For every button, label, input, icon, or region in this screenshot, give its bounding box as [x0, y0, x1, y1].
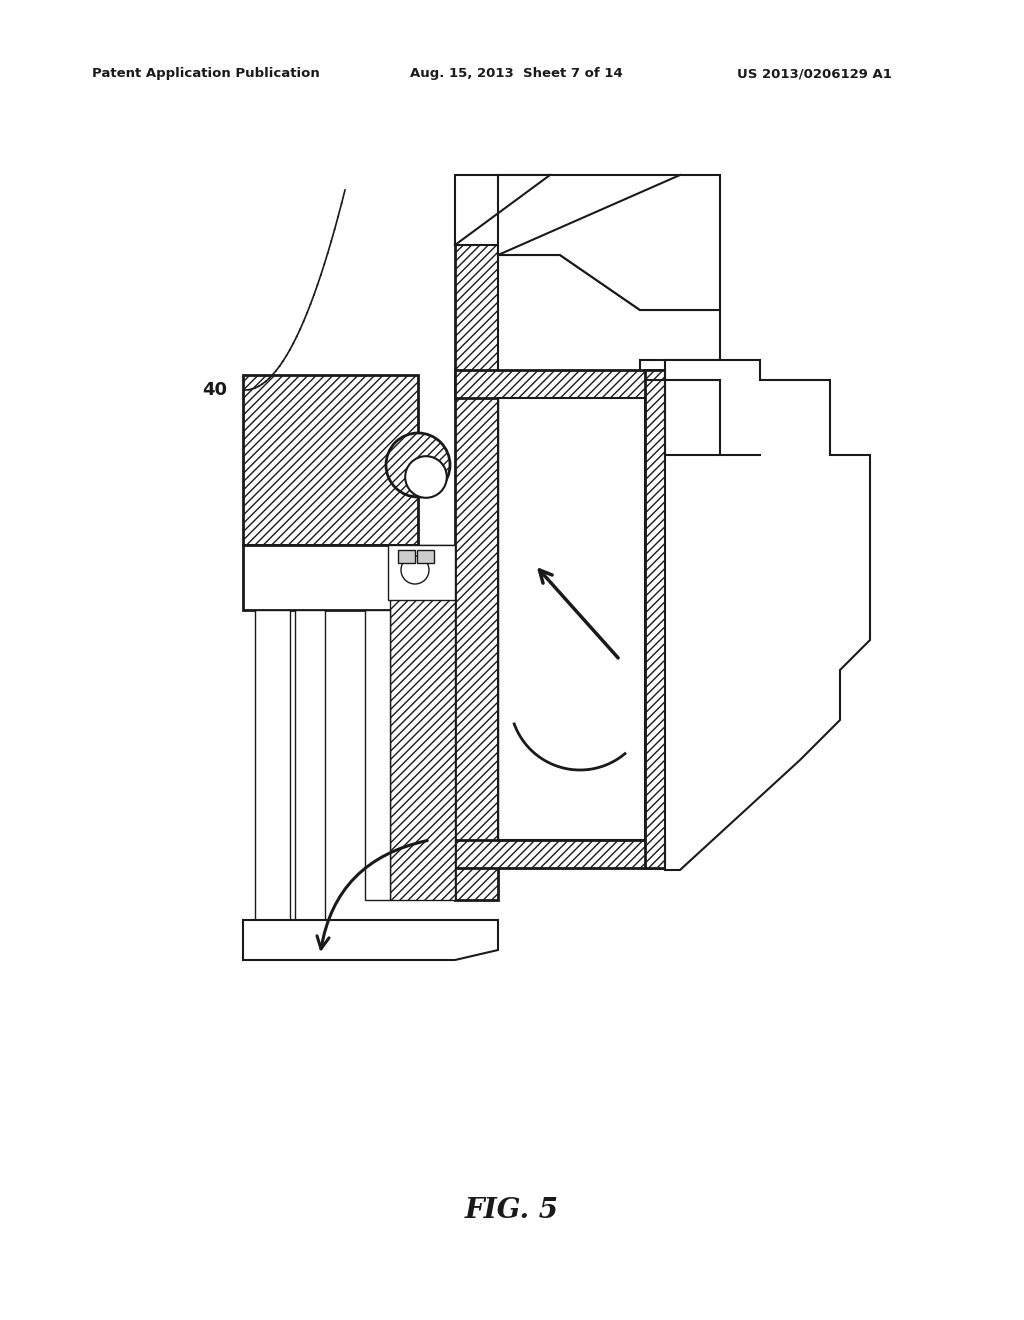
- Text: US 2013/0206129 A1: US 2013/0206129 A1: [737, 67, 892, 81]
- Polygon shape: [365, 610, 390, 900]
- Polygon shape: [417, 550, 434, 564]
- Polygon shape: [665, 360, 870, 870]
- Polygon shape: [645, 370, 680, 869]
- Text: Aug. 15, 2013  Sheet 7 of 14: Aug. 15, 2013 Sheet 7 of 14: [410, 67, 623, 81]
- Polygon shape: [388, 545, 455, 601]
- Circle shape: [406, 457, 446, 498]
- Polygon shape: [390, 545, 455, 900]
- Text: 40: 40: [203, 381, 227, 399]
- Polygon shape: [498, 255, 720, 380]
- Polygon shape: [255, 610, 290, 920]
- Polygon shape: [243, 545, 418, 610]
- Polygon shape: [398, 550, 415, 564]
- Text: Patent Application Publication: Patent Application Publication: [92, 67, 319, 81]
- Circle shape: [386, 433, 450, 498]
- Polygon shape: [498, 399, 645, 840]
- Polygon shape: [498, 176, 720, 310]
- Polygon shape: [243, 375, 418, 545]
- Polygon shape: [455, 840, 665, 869]
- Polygon shape: [295, 610, 325, 920]
- Polygon shape: [243, 920, 498, 960]
- Polygon shape: [455, 176, 498, 900]
- Polygon shape: [455, 370, 665, 399]
- Text: FIG. 5: FIG. 5: [465, 1197, 559, 1224]
- Polygon shape: [455, 176, 550, 246]
- Circle shape: [401, 556, 429, 583]
